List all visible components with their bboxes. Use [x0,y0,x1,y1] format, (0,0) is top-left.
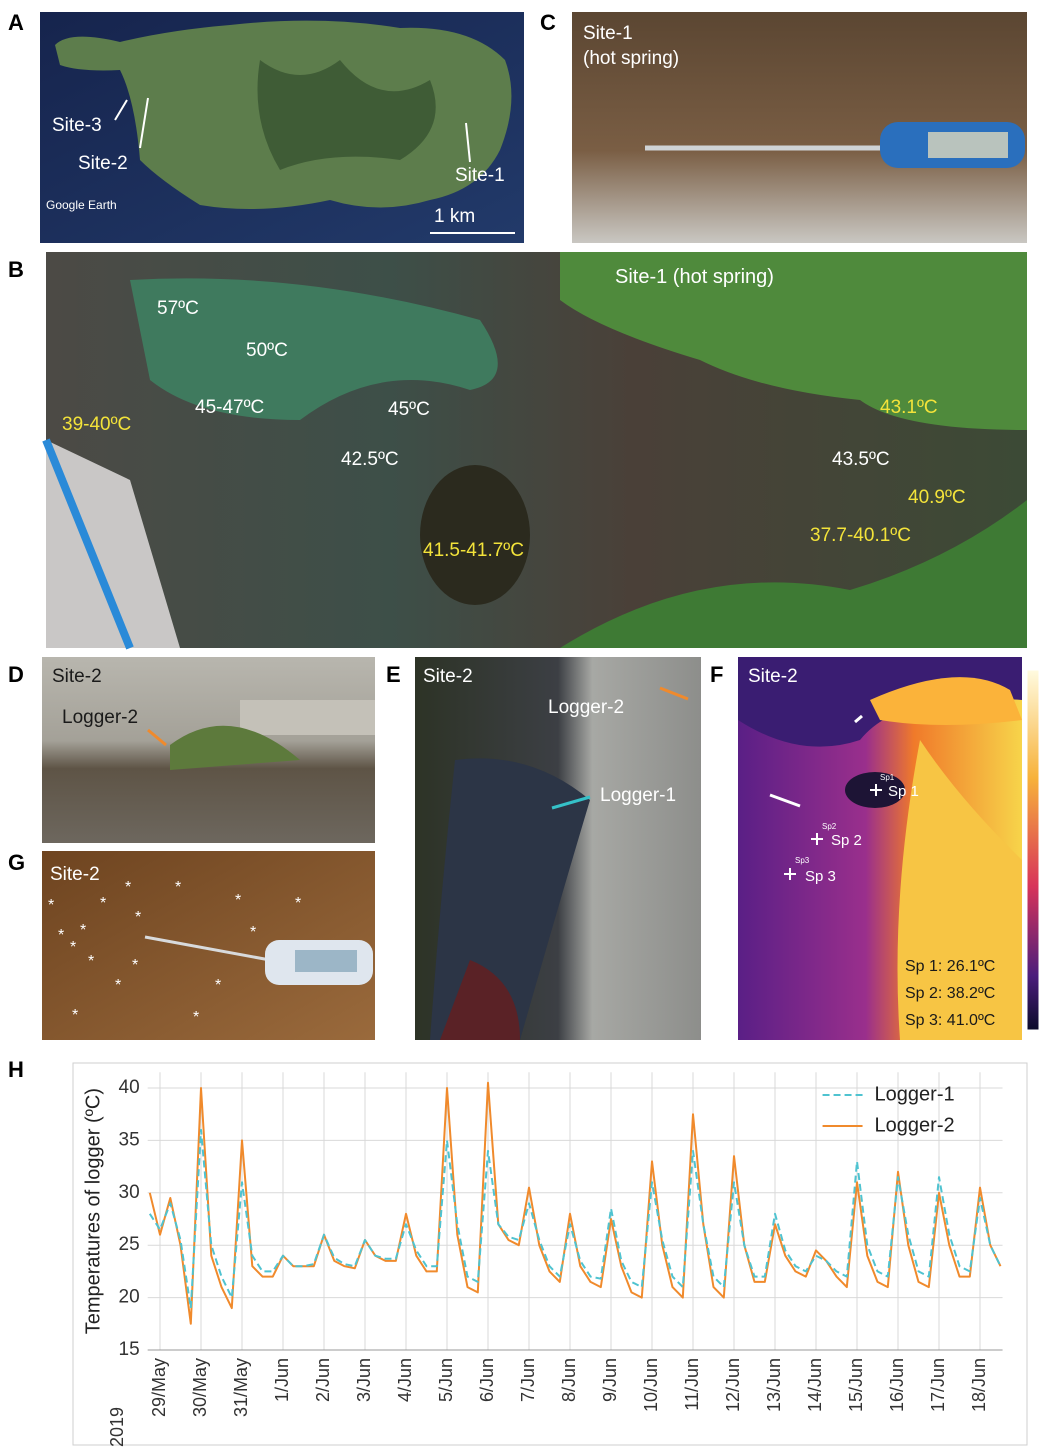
y-tick-label: 20 [119,1287,140,1308]
x-tick-label: 9/Jun [600,1358,620,1402]
photo-annotation: Sp 3 [805,868,836,885]
legend-label: Logger-1 [875,1083,955,1105]
svg-text:*: * [100,895,106,912]
photo-annotation: 41.5-41.7ºC [423,540,524,561]
photo-annotation: Site-2 [78,153,128,174]
photo-annotation: Site-1 (hot spring) [615,266,774,288]
photo-annotation: Site-2 [423,666,473,687]
panel-label: E [386,662,401,687]
panel-label: A [8,10,24,35]
figure: ***************** 15202530354029/May30/M… [0,0,1039,1451]
y-tick-label: 25 [119,1234,140,1255]
x-axis-title: 2019 [107,1407,127,1447]
svg-text:*: * [72,1007,78,1024]
x-tick-label: 6/Jun [477,1358,497,1402]
photo-annotation: Sp3 [795,856,810,865]
svg-text:*: * [70,939,76,956]
photo-annotation: Site-1 [455,165,505,186]
x-tick-label: 10/Jun [641,1358,661,1412]
svg-text:*: * [125,879,131,896]
y-axis-title: Temperatures of logger (ºC) [82,1088,104,1334]
x-tick-label: 3/Jun [354,1358,374,1402]
photo-annotation: 43.1ºC [880,397,938,418]
photo-annotation: Logger-2 [62,707,138,728]
photo-annotation: Sp1 [880,773,895,782]
photo-annotation: Sp 3: 41.0ºC [905,1012,995,1029]
page: {"panels":[ {"label":"A","texts":["Site-… [0,0,1039,1451]
photo-annotation: Sp 1 [888,783,919,800]
photo-annotation: 42.5ºC [341,449,399,470]
x-tick-label: 2/Jun [313,1358,333,1402]
panel-label: B [8,257,24,282]
svg-text:*: * [295,895,301,912]
panel-label: D [8,662,24,687]
photo-annotation: Sp 1: 26.1ºC [905,958,995,975]
svg-text:*: * [235,892,241,909]
photo-annotation: Logger-2 [548,697,624,718]
svg-text:*: * [132,957,138,974]
svg-text:*: * [80,922,86,939]
photo-annotation: 45-47ºC [195,397,264,418]
photo-annotation: Sp 2 [831,832,862,849]
legend-label: Logger-2 [875,1114,955,1136]
x-tick-label: 13/Jun [764,1358,784,1412]
photo-annotation: Sp2 [822,822,837,831]
photo-annotation: 37.7-40.1ºC [810,525,911,546]
panel-label: C [540,10,556,35]
photo-annotation: 43.5ºC [832,449,890,470]
x-tick-label: 14/Jun [805,1358,825,1412]
x-tick-label: 4/Jun [395,1358,415,1402]
photo-annotation: 39-40ºC [62,414,131,435]
photo-annotation: 1 km [434,206,475,227]
svg-text:*: * [193,1009,199,1026]
photo-annotation: 45ºC [388,399,430,420]
svg-text:*: * [250,924,256,941]
photo-annotation: Site-1 [583,23,633,44]
photo-annotation: 50ºC [246,340,288,361]
photo-annotation: 57ºC [157,298,199,319]
photo-annotation: Logger-1 [600,785,676,806]
panel-label: H [8,1057,24,1082]
panel-label: G [8,850,25,875]
thermometer-display [295,950,357,972]
photo-annotation: Site-2 [50,864,100,885]
x-tick-label: 8/Jun [559,1358,579,1402]
photo-annotation: Site-2 [52,666,102,687]
pool [420,465,530,605]
svg-text:*: * [135,909,141,926]
photo-annotation: Google Earth [46,198,117,212]
y-tick-label: 15 [119,1339,140,1360]
x-tick-label: 16/Jun [887,1358,907,1412]
x-tick-label: 15/Jun [846,1358,866,1412]
x-tick-label: 29/May [149,1358,169,1417]
svg-text:*: * [175,879,181,896]
y-tick-label: 40 [119,1077,140,1098]
x-tick-label: 7/Jun [518,1358,538,1402]
y-tick-label: 35 [119,1129,140,1150]
svg-text:*: * [58,927,64,944]
panel-label: F [710,662,723,687]
photo-annotation: 40.9ºC [908,487,966,508]
x-tick-label: 17/Jun [928,1358,948,1412]
svg-text:*: * [48,897,54,914]
photo-annotation: Site-3 [52,115,102,136]
photo-annotation: Site-2 [748,666,798,687]
x-tick-label: 11/Jun [682,1358,702,1411]
x-tick-label: 18/Jun [969,1358,989,1412]
x-tick-label: 1/Jun [272,1358,292,1402]
svg-text:*: * [115,977,121,994]
svg-text:*: * [88,953,94,970]
x-tick-label: 31/May [231,1358,251,1417]
x-tick-label: 30/May [190,1358,210,1417]
x-tick-label: 5/Jun [436,1358,456,1402]
color-bar [1027,670,1039,1030]
photo-annotation: Sp 2: 38.2ºC [905,985,995,1002]
photo-annotation: (hot spring) [583,48,679,69]
concrete-block [240,700,375,735]
thermometer-display [928,132,1008,158]
svg-text:*: * [215,977,221,994]
x-tick-label: 12/Jun [723,1358,743,1412]
y-tick-label: 30 [119,1182,140,1203]
